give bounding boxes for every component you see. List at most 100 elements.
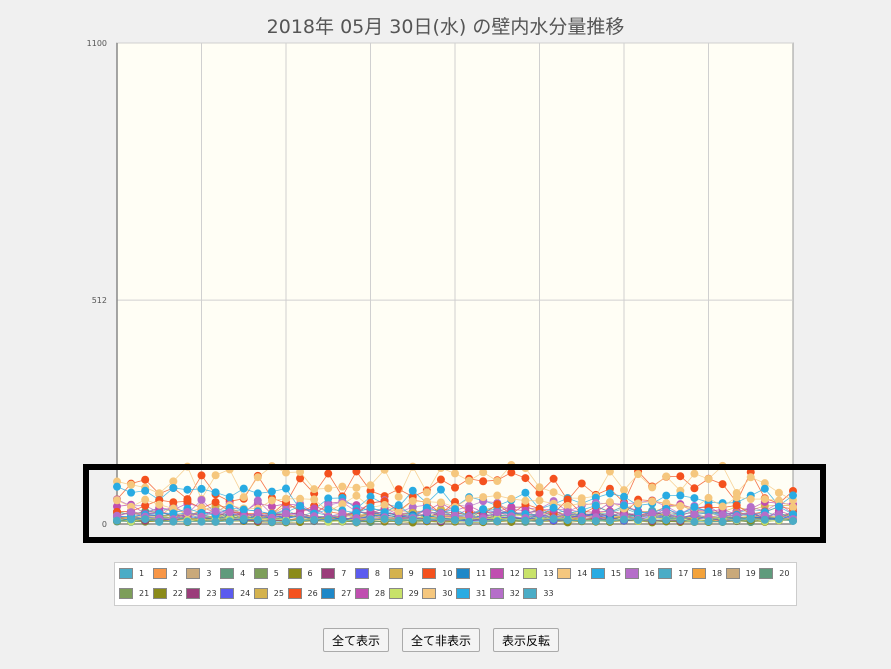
legend-item-16[interactable]: 16 (624, 568, 655, 579)
legend-label: 20 (779, 569, 790, 578)
legend-item-26[interactable]: 26 (287, 588, 318, 599)
series-point-30 (465, 494, 474, 503)
legend-swatch (119, 588, 133, 599)
series-point-30 (422, 497, 431, 506)
series-point-10 (690, 484, 699, 493)
series-point-33 (267, 517, 276, 526)
legend-item-9[interactable]: 9 (388, 568, 414, 579)
legend-label: 32 (509, 589, 520, 598)
legend-item-8[interactable]: 8 (354, 568, 380, 579)
series-point-31 (366, 503, 375, 512)
legend-item-23[interactable]: 23 (186, 588, 217, 599)
legend-item-18[interactable]: 18 (691, 568, 722, 579)
legend-label: 5 (273, 569, 279, 578)
legend-item-14[interactable]: 14 (557, 568, 587, 579)
legend-item-30[interactable]: 30 (422, 588, 452, 599)
legend-item-25[interactable]: 25 (253, 588, 284, 599)
legend-swatch (590, 568, 605, 579)
legend-swatch (523, 568, 538, 579)
legend-swatch (354, 568, 369, 579)
series-point-33 (634, 516, 643, 525)
series-point-33 (789, 516, 797, 525)
legend-item-5[interactable]: 5 (253, 568, 279, 579)
series-point-30 (296, 494, 305, 503)
chart-title: 2018年 05月 30日(水) の壁内水分量推移 (266, 16, 625, 38)
legend-item-17[interactable]: 17 (658, 568, 688, 579)
series-point-33 (380, 514, 389, 523)
series-point-15 (324, 494, 333, 503)
series-point-14 (620, 486, 628, 495)
series-point-33 (408, 515, 417, 524)
invert-display-button[interactable]: 表示反転 (493, 628, 560, 652)
series-point-10 (451, 483, 459, 492)
legend-item-13[interactable]: 13 (523, 568, 554, 579)
legend-item-1[interactable]: 1 (119, 568, 144, 579)
legend-item-6[interactable]: 6 (287, 568, 313, 579)
legend-swatch (557, 568, 572, 579)
legend-item-10[interactable]: 10 (422, 568, 452, 579)
series-point-30 (662, 499, 671, 508)
series-point-15 (690, 494, 699, 503)
legend-item-33[interactable]: 33 (523, 588, 554, 599)
series-point-33 (662, 515, 671, 524)
legend-item-7[interactable]: 7 (321, 568, 346, 579)
legend-item-20[interactable]: 20 (759, 568, 789, 579)
legend-swatch (759, 568, 774, 579)
legend-item-31[interactable]: 31 (456, 588, 486, 599)
legend-item-15[interactable]: 15 (590, 568, 621, 579)
legend-item-4[interactable]: 4 (220, 568, 245, 579)
legend-item-2[interactable]: 2 (152, 568, 178, 579)
series-point-32 (282, 509, 290, 518)
legend-item-29[interactable]: 29 (388, 588, 419, 599)
legend-swatch (523, 588, 538, 599)
hide-all-button[interactable]: 全て非表示 (402, 628, 481, 652)
series-point-32 (436, 509, 445, 518)
series-point-10 (521, 474, 530, 483)
series-point-33 (690, 517, 699, 526)
series-point-31 (591, 501, 600, 510)
series-point-15 (211, 488, 220, 497)
series-point-33 (296, 515, 305, 524)
legend-item-3[interactable]: 3 (186, 568, 211, 579)
legend-label: 22 (172, 589, 183, 598)
legend-item-19[interactable]: 19 (725, 568, 756, 579)
legend-item-32[interactable]: 32 (489, 588, 520, 599)
legend-item-27[interactable]: 27 (321, 588, 351, 599)
series-point-30 (704, 493, 713, 502)
series-point-16 (197, 495, 206, 504)
series-point-33 (507, 515, 516, 524)
series-point-12 (267, 502, 276, 511)
y-tick-label: 1100 (87, 39, 107, 48)
series-point-33 (465, 517, 474, 526)
series-point-31 (620, 501, 628, 510)
series-point-14 (169, 477, 178, 486)
legend-item-28[interactable]: 28 (354, 588, 385, 599)
legend-item-12[interactable]: 12 (489, 568, 520, 579)
series-point-14 (662, 472, 671, 481)
series-point-33 (549, 514, 558, 523)
series-point-30 (507, 494, 516, 503)
series-point-10 (718, 480, 727, 489)
series-point-33 (324, 515, 333, 524)
series-point-30 (113, 496, 121, 505)
series-point-14 (310, 485, 319, 494)
series-point-15 (620, 492, 628, 501)
legend-swatch (321, 588, 336, 599)
series-point-31 (577, 506, 586, 515)
series-point-33 (563, 516, 572, 525)
series-point-32 (127, 508, 136, 517)
y-tick-label: 512 (92, 296, 107, 305)
series-point-33 (366, 515, 375, 524)
series-point-28 (465, 504, 474, 513)
legend-item-21[interactable]: 21 (119, 588, 149, 599)
series-point-15 (169, 483, 178, 492)
legend: 1 2 3 4 5 6 7 8 9 10 11 12 13 14 15 16 17 18 19 20 21 22 23 24 2… (114, 562, 797, 606)
show-all-button[interactable]: 全て表示 (323, 628, 390, 652)
series-point-32 (338, 509, 347, 518)
series-point-30 (760, 495, 769, 504)
legend-item-24[interactable]: 24 (220, 588, 250, 599)
series-point-26 (211, 498, 220, 507)
legend-item-22[interactable]: 22 (152, 588, 183, 599)
legend-item-11[interactable]: 11 (456, 568, 486, 579)
legend-swatch (691, 568, 706, 579)
